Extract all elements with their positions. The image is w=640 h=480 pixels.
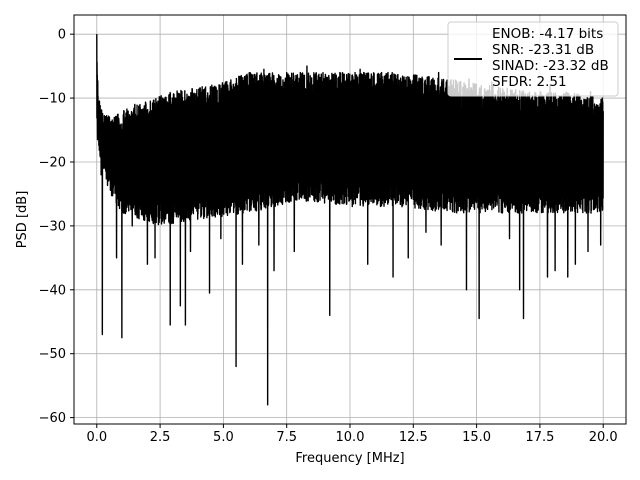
y-tick-label: −60: [39, 411, 66, 426]
legend-box: [447, 21, 619, 97]
x-tick-label: 2.5: [150, 430, 171, 445]
y-tick-label: −40: [39, 283, 66, 298]
y-axis-label: PSD [dB]: [15, 191, 30, 249]
legend-enob: ENOB: -4.17 bits: [492, 26, 603, 42]
legend-sinad: SINAD: -23.32 dB: [492, 58, 609, 74]
psd-series-line: [96, 34, 604, 406]
x-tick-label: 7.5: [276, 430, 297, 445]
x-axis-label: Frequency [MHz]: [295, 451, 404, 466]
y-tick-label: −50: [39, 347, 66, 362]
y-tick-label: −30: [39, 219, 66, 234]
x-tick-label: 5.0: [213, 430, 234, 445]
y-tick-label: 0: [58, 28, 66, 43]
x-tick-label: 12.5: [399, 430, 428, 445]
x-tick-label: 0.0: [86, 430, 107, 445]
x-tick-label: 17.5: [525, 430, 554, 445]
x-tick-label: 10.0: [336, 430, 365, 445]
y-tick-label: −10: [39, 92, 66, 107]
plot-area: [96, 34, 604, 406]
legend-snr: SNR: -23.31 dB: [492, 42, 594, 58]
legend: ENOB: -4.17 bits SNR: -23.31 dB SINAD: -…: [447, 21, 619, 97]
x-tick-label: 20.0: [589, 430, 618, 445]
axis-ticks: 0.0 2.5 5.0 7.5 10.0 12.5 15.0 17.5 20.0 0 −10 −20 −…: [39, 28, 618, 445]
legend-sfdr: SFDR: 2.51: [492, 74, 567, 90]
y-tick-label: −20: [39, 155, 66, 170]
x-tick-label: 15.0: [462, 430, 491, 445]
